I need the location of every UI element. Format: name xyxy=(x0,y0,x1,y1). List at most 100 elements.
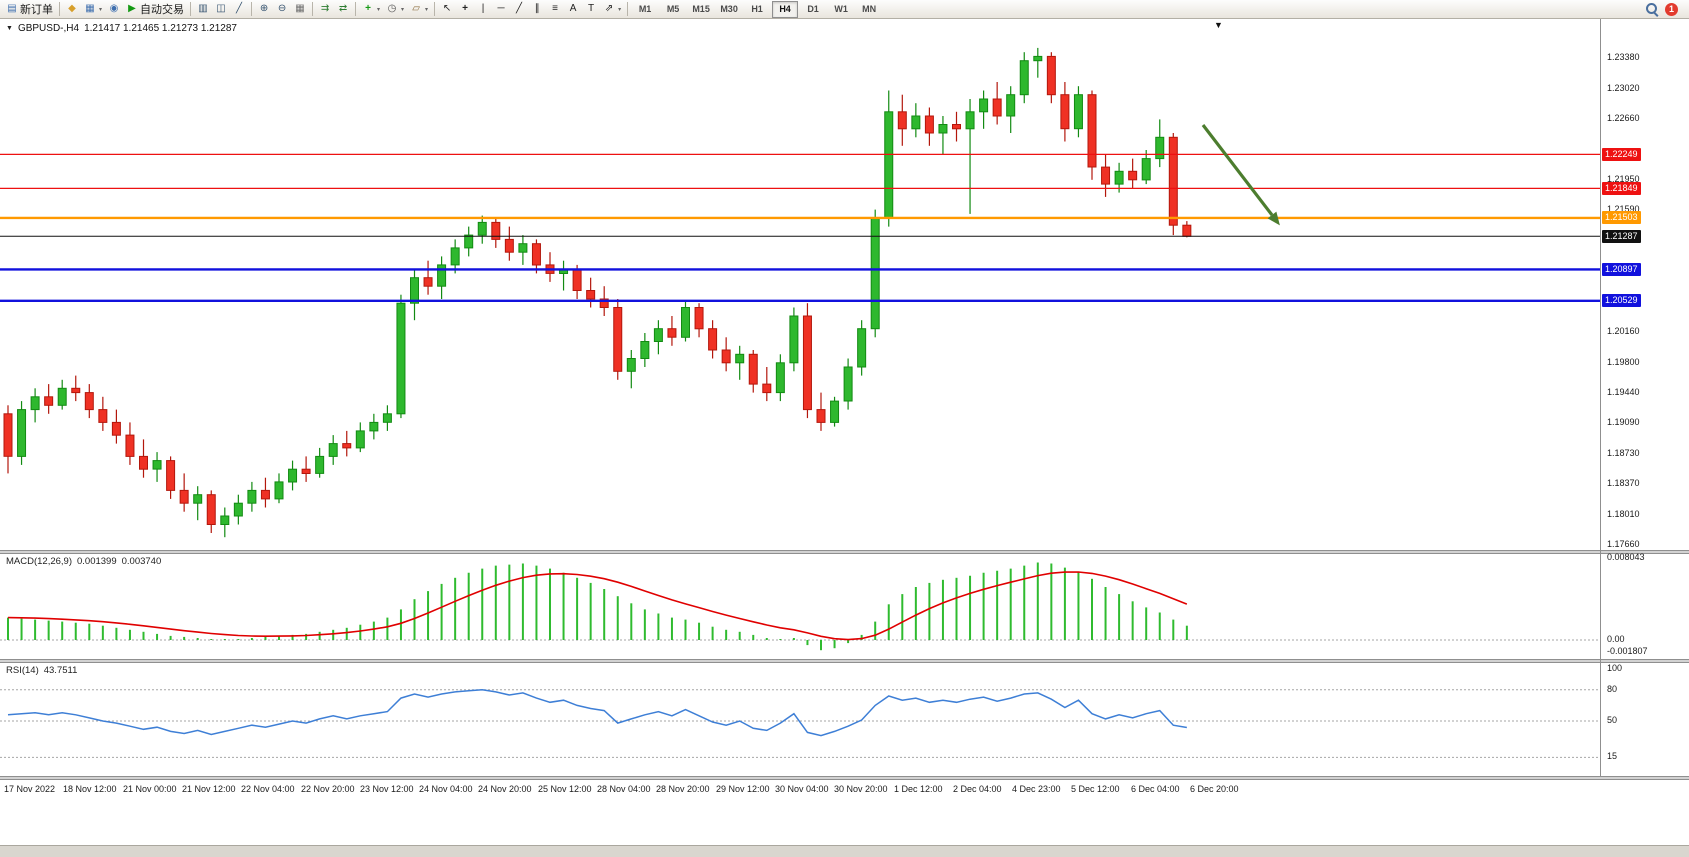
channel-icon: ∥ xyxy=(534,3,540,14)
macd-signal-line xyxy=(7,571,1188,641)
price-axis-border xyxy=(1600,19,1601,776)
zoom-in-icon: ⊕ xyxy=(259,3,269,14)
auto-trading-label: 自动交易 xyxy=(140,4,185,16)
auto-scroll-button[interactable]: ⇉ xyxy=(316,1,334,18)
macd-axis-label: 0.008043 xyxy=(1607,552,1645,562)
pane-separator[interactable] xyxy=(0,776,1689,780)
templates-dropdown-icon[interactable]: ▾ xyxy=(425,6,429,13)
time-axis-label: 6 Dec 04:00 xyxy=(1131,784,1180,794)
tile-windows-button[interactable]: ▦ xyxy=(291,1,309,18)
crosshair-button[interactable]: + xyxy=(456,1,474,18)
timeframe-w1-button[interactable]: W1 xyxy=(834,4,848,14)
time-axis-label: 5 Dec 12:00 xyxy=(1071,784,1120,794)
rsi-name: RSI(14) xyxy=(6,665,39,676)
price-axis[interactable]: 1.23380 1.23020 1.22660 1.21950 1.21590 1.201… xyxy=(1600,19,1689,776)
line-chart-icon: ╱ xyxy=(236,3,243,14)
price-line-badge: 1.22249 xyxy=(1602,148,1641,161)
fibonacci-button[interactable]: ≡ xyxy=(546,1,564,18)
price-axis-label: 1.21950 xyxy=(1607,174,1640,184)
symbol-dropdown-icon[interactable]: ▼ xyxy=(6,25,13,32)
toolbar-separator xyxy=(312,2,314,16)
candlestick-chart-button[interactable]: ◫ xyxy=(212,1,230,18)
price-line-badge: 1.21849 xyxy=(1602,182,1641,195)
trendline-icon: ╱ xyxy=(516,3,523,14)
time-axis[interactable]: 17 Nov 2022 18 Nov 12:00 21 Nov 00:00 21 No… xyxy=(0,780,1689,802)
horizontal-line-button[interactable]: ─ xyxy=(492,1,510,18)
rsi-axis-label: 80 xyxy=(1607,684,1618,694)
auto-trading-icon: ▶ xyxy=(128,3,136,14)
timeframe-m1-button[interactable]: M1 xyxy=(638,4,652,14)
time-axis-label: 17 Nov 2022 xyxy=(4,784,56,794)
new-order-icon: ▤ xyxy=(7,3,17,14)
price-axis-label: 1.19800 xyxy=(1607,357,1640,367)
templates-button[interactable]: ▱ ▾ xyxy=(407,1,431,18)
chart-shift-button[interactable]: ⇄ xyxy=(334,1,352,18)
periods-button[interactable]: ◷ ▾ xyxy=(383,1,407,18)
macd-axis-label: -0.001807 xyxy=(1607,646,1648,656)
search-icon[interactable] xyxy=(1646,3,1658,15)
timeframe-h1-button[interactable]: H1 xyxy=(751,4,763,14)
horizontal-line-icon: ─ xyxy=(497,3,505,14)
arrows-dropdown-icon[interactable]: ▾ xyxy=(618,6,622,13)
timeframe-mn-button[interactable]: MN xyxy=(862,4,877,14)
zoom-in-button[interactable]: ⊕ xyxy=(255,1,273,18)
toolbar-separator xyxy=(355,2,357,16)
chart-shift-marker[interactable]: ▼ xyxy=(1214,20,1223,30)
main-chart-pane[interactable] xyxy=(0,19,1600,550)
toolbar-separator xyxy=(627,2,629,16)
line-chart-button[interactable]: ╱ xyxy=(230,1,248,18)
toolbar: ▤ 新订单 ◆ ▦ ▾ ◉ ▶ 自动交易 ▥ ◫ ╱ ⊕ ⊖ ▦ ⇉ ⇄ + ▾ ◷ ▾ ▱ ▾ ↖ + | ─ ╱ ∥ ≡ A T ⇗ ▾ M… xyxy=(0,0,1689,19)
indicators-button[interactable]: + ▾ xyxy=(359,1,383,18)
charts-window-button[interactable]: ▦ ▾ xyxy=(81,1,105,18)
price-axis-label: 1.17660 xyxy=(1607,539,1640,549)
time-axis-label: 1 Dec 12:00 xyxy=(894,784,943,794)
macd-value: 0.001399 xyxy=(77,556,117,567)
profiles-button[interactable]: ◆ xyxy=(63,1,81,18)
bar-chart-icon: ▥ xyxy=(198,3,208,14)
hlines-layer xyxy=(0,153,1600,302)
timeframe-m5-button[interactable]: M5 xyxy=(666,4,680,14)
channel-button[interactable]: ∥ xyxy=(528,1,546,18)
time-axis-label: 24 Nov 04:00 xyxy=(419,784,473,794)
zoom-out-button[interactable]: ⊖ xyxy=(273,1,291,18)
bottom-scrollbar[interactable] xyxy=(0,845,1689,857)
trendline-button[interactable]: ╱ xyxy=(510,1,528,18)
timeframe-h4-button[interactable]: H4 xyxy=(772,0,799,18)
toolbar-separator xyxy=(190,2,192,16)
chart-title: ▼ GBPUSD-,H4 1.21417 1.21465 1.21273 1.2… xyxy=(6,23,237,34)
time-axis-label: 28 Nov 04:00 xyxy=(597,784,651,794)
macd-axis-label: 0.00 xyxy=(1607,634,1625,644)
fibonacci-icon: ≡ xyxy=(552,3,558,14)
timeframe-m30-button[interactable]: M30 xyxy=(720,4,738,14)
bar-chart-button[interactable]: ▥ xyxy=(194,1,212,18)
text-label-icon: T xyxy=(588,3,595,14)
price-axis-label: 1.21590 xyxy=(1607,204,1640,214)
indicators-dropdown-icon[interactable]: ▾ xyxy=(377,6,381,13)
data-window-button[interactable]: ◉ xyxy=(105,1,123,18)
macd-pane[interactable] xyxy=(0,554,1600,659)
timeframe-d1-button[interactable]: D1 xyxy=(807,4,819,14)
notification-badge[interactable]: 1 xyxy=(1665,2,1678,16)
price-axis-label: 1.19090 xyxy=(1607,417,1640,427)
rsi-axis-label: 50 xyxy=(1607,715,1618,725)
text-button[interactable]: A xyxy=(564,1,582,18)
pane-separator[interactable] xyxy=(0,659,1689,663)
text-label-button[interactable]: T xyxy=(582,1,600,18)
time-axis-label: 22 Nov 20:00 xyxy=(301,784,355,794)
auto-trading-button[interactable]: ▶ 自动交易 xyxy=(123,1,187,18)
charts-window-icon: ▦ xyxy=(85,3,95,14)
timeframe-m15-button[interactable]: M15 xyxy=(692,4,710,14)
time-axis-label: 2 Dec 04:00 xyxy=(953,784,1002,794)
pane-separator[interactable] xyxy=(0,550,1689,554)
price-axis-label: 1.20160 xyxy=(1607,326,1640,336)
price-line-badge: 1.20529 xyxy=(1602,294,1641,307)
time-axis-label: 21 Nov 00:00 xyxy=(123,784,177,794)
rsi-pane[interactable] xyxy=(0,663,1600,776)
new-order-button[interactable]: ▤ 新订单 xyxy=(3,1,56,18)
cursor-button[interactable]: ↖ xyxy=(438,1,456,18)
periods-dropdown-icon[interactable]: ▾ xyxy=(401,6,405,13)
arrows-button[interactable]: ⇗ ▾ xyxy=(600,1,624,18)
vertical-line-button[interactable]: | xyxy=(474,1,492,18)
charts-window-dropdown-icon[interactable]: ▾ xyxy=(99,6,103,13)
trend-arrow-annotation xyxy=(1201,124,1280,226)
